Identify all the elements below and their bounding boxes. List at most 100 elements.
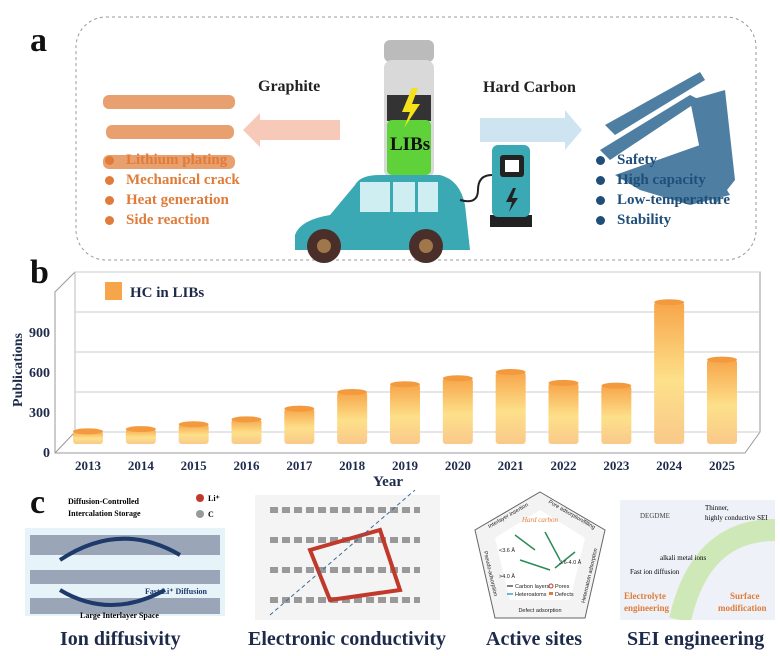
x-tick-label: 2025 xyxy=(709,458,736,473)
x-tick-label: 2013 xyxy=(75,458,102,473)
floor-edge xyxy=(54,431,76,454)
panel-a-graphics xyxy=(75,16,757,263)
bar-top-2024 xyxy=(654,299,685,306)
hard-carbon-label: Hard Carbon xyxy=(483,79,576,96)
panel-label-b: b xyxy=(30,254,49,291)
y-tick-label: 0 xyxy=(43,446,50,461)
legend-swatch xyxy=(105,282,122,300)
bar-top-2025 xyxy=(707,356,737,363)
svg-text:Thinner,: Thinner, xyxy=(705,504,729,512)
x-tick-label: 2017 xyxy=(286,458,313,473)
y-tick-label: 300 xyxy=(29,406,50,421)
panel-c-graphics: Diffusion-Controlled Intercalation Stora… xyxy=(25,490,776,620)
x-tick-label: 2022 xyxy=(551,458,577,473)
svg-text:Surface: Surface xyxy=(730,591,760,601)
sei-engineering-image: DEGDME Thinner, highly conductive SEI al… xyxy=(620,500,776,620)
legend-heteroatoms: Heteroatoms xyxy=(515,592,547,598)
bar-top-2016 xyxy=(231,416,262,423)
bar-2017 xyxy=(284,408,315,444)
bar-top-2013 xyxy=(73,428,103,435)
publications-chart: 0 300 600 900 2013 2014 2015 2016 2017 2018 2019 2… xyxy=(11,271,761,490)
panel-a-frame xyxy=(75,16,757,261)
caption-electronic-conductivity: Electronic conductivity xyxy=(248,628,446,650)
ion-diffusivity-image: Diffusion-Controlled Intercalation Stora… xyxy=(25,494,225,620)
x-tick-label: 2020 xyxy=(445,458,471,473)
svg-text:Diffusion-Controlled: Diffusion-Controlled xyxy=(68,497,140,506)
x-axis-title: Year xyxy=(373,474,403,490)
defect-adsorption-label: Defect adsorption xyxy=(518,608,561,614)
list-item: Lithium plating xyxy=(105,152,227,169)
svg-text:Electrolyte: Electrolyte xyxy=(624,591,666,601)
bar-top-2019 xyxy=(390,381,420,388)
spacing-small-label: <3.6 Å xyxy=(499,547,515,554)
x-tick-label: 2019 xyxy=(392,458,419,473)
svg-text:Intercalation Storage: Intercalation Storage xyxy=(68,509,141,518)
legend-pores: Pores xyxy=(555,584,570,590)
hard-carbon-arrow-icon xyxy=(480,110,582,150)
graphite-arrow-icon xyxy=(243,113,340,147)
list-item: Heat generation xyxy=(105,192,229,209)
legend-defects: Defects xyxy=(555,592,574,598)
bar-top-2018 xyxy=(337,389,368,395)
panel-label-a: a xyxy=(30,22,47,59)
list-item: Stability xyxy=(596,212,671,229)
bar-2023 xyxy=(601,385,632,444)
hard-carbon-label: Hard carbon xyxy=(521,516,559,524)
electric-car-icon xyxy=(295,175,470,263)
bar-2022 xyxy=(548,382,579,444)
x-tick-label: 2024 xyxy=(656,458,683,473)
list-item: Low-temperature xyxy=(596,192,730,209)
bar-top-2015 xyxy=(178,421,209,428)
svg-text:highly conductive SEI: highly conductive SEI xyxy=(705,514,768,522)
bar-2020 xyxy=(442,378,473,444)
panel-label-c: c xyxy=(30,484,46,521)
carbon-layer-marks xyxy=(514,531,576,571)
charging-station-icon xyxy=(459,145,532,227)
y-axis-title: Publications xyxy=(11,332,26,406)
svg-text:alkali metal ions: alkali metal ions xyxy=(660,554,707,562)
svg-text:Large Interlayer Space: Large Interlayer Space xyxy=(80,611,159,620)
bar-top-2020 xyxy=(442,375,473,382)
svg-text:engineering: engineering xyxy=(624,603,669,613)
bar-2018 xyxy=(337,392,368,444)
spacing-mid-label: 3.6-4.0 Å xyxy=(559,559,582,566)
bar-top-2022 xyxy=(548,379,579,386)
legend-carbon-layers: Carbon layers xyxy=(515,584,549,590)
svg-text:DEGDME: DEGDME xyxy=(640,512,670,520)
y-tick-label: 600 xyxy=(29,366,50,381)
bar-top-2014 xyxy=(125,426,156,433)
x-tick-label: 2018 xyxy=(339,458,366,473)
bar-top-2017 xyxy=(284,405,315,412)
svg-text:C: C xyxy=(208,510,214,519)
bar-2015 xyxy=(178,424,209,444)
graphite-label: Graphite xyxy=(258,78,321,95)
caption-active-sites: Active sites xyxy=(486,628,583,650)
list-item: High capacity xyxy=(596,172,706,189)
x-tick-label: 2014 xyxy=(128,458,155,473)
x-tick-label: 2021 xyxy=(498,458,524,473)
y-tick-label: 900 xyxy=(29,326,50,341)
list-item: Mechanical crack xyxy=(105,172,240,189)
electronic-conductivity-image xyxy=(255,490,440,620)
libs-label: LIBs xyxy=(390,134,431,155)
bar-2019 xyxy=(390,384,420,444)
list-item: Side reaction xyxy=(105,212,209,229)
x-tick-label: 2016 xyxy=(234,458,261,473)
bar-2021 xyxy=(495,372,526,444)
bar-2016 xyxy=(231,419,262,444)
svg-text:Fast Li⁺ Diffusion: Fast Li⁺ Diffusion xyxy=(145,587,208,596)
x-tick-label: 2015 xyxy=(181,458,208,473)
x-tick-label: 2023 xyxy=(603,458,630,473)
bar-2025 xyxy=(707,359,737,444)
bar-2013 xyxy=(73,431,103,444)
svg-text:Li⁺: Li⁺ xyxy=(208,494,220,503)
list-item: Safety xyxy=(596,152,657,169)
spacing-large-label: >4.0 Å xyxy=(499,573,515,580)
caption-ion-diffusivity: Ion diffusivity xyxy=(60,628,181,650)
bar-2024 xyxy=(654,302,685,444)
active-sites-image: Hard carbon Interlayer insertion Pore ad… xyxy=(474,491,606,619)
svg-text:modification: modification xyxy=(718,603,767,613)
battery-icon xyxy=(384,40,434,178)
legend-label: HC in LIBs xyxy=(130,285,204,301)
